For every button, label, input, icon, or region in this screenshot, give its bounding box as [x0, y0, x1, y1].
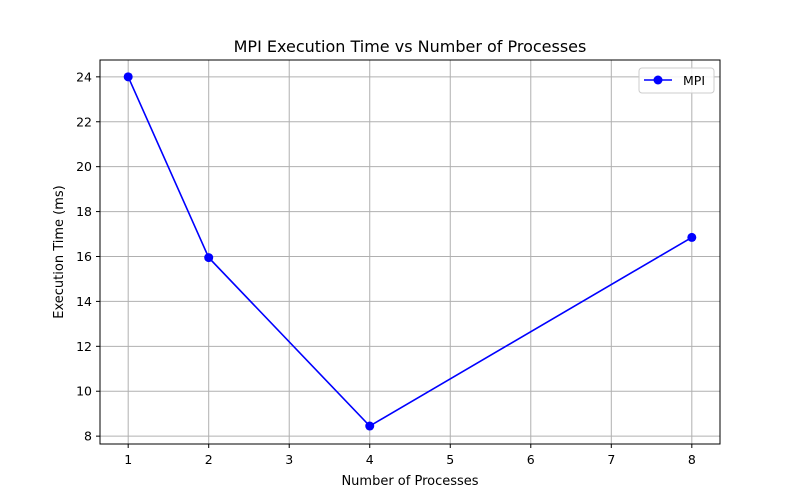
y-axis-label: Execution Time (ms): [52, 185, 67, 318]
data-point: [365, 421, 375, 431]
y-tick-label: 12: [76, 339, 92, 354]
x-axis-label: Number of Processes: [341, 474, 478, 489]
x-tick-label: 8: [688, 452, 696, 467]
y-tick-label: 14: [76, 294, 92, 309]
x-tick-label: 1: [124, 452, 132, 467]
series-group: [123, 72, 697, 431]
legend-box: [638, 67, 715, 94]
y-tick-label: 10: [76, 384, 92, 399]
y-tick-label: 16: [76, 249, 92, 264]
data-point: [687, 232, 697, 242]
grid: [100, 60, 720, 444]
y-tick-label: 8: [84, 429, 92, 444]
data-point: [123, 72, 133, 82]
x-tick-label: 3: [285, 452, 293, 467]
series-line-mpi: [127, 76, 693, 428]
x-tick-label: 6: [527, 452, 535, 467]
x-tick-label: 4: [366, 452, 374, 467]
legend-label-mpi: MPI: [683, 73, 705, 88]
legend-marker-mpi: [653, 75, 663, 85]
y-axis: 8 10 12 14 16 18 20 22 24: [76, 69, 100, 444]
chart-title: MPI Execution Time vs Number of Processe…: [234, 37, 587, 56]
y-tick-label: 18: [76, 204, 92, 219]
x-tick-label: 5: [446, 452, 454, 467]
plot-frame: [99, 59, 721, 445]
x-tick-label: 7: [607, 452, 615, 467]
y-tick-label: 20: [76, 159, 92, 174]
x-tick-label: 2: [205, 452, 213, 467]
data-point: [204, 253, 214, 263]
x-axis: 1 2 3 4 5 6 7 8: [124, 444, 696, 467]
legend: MPI: [638, 67, 715, 94]
y-tick-label: 24: [76, 69, 92, 84]
y-tick-label: 22: [76, 114, 92, 129]
